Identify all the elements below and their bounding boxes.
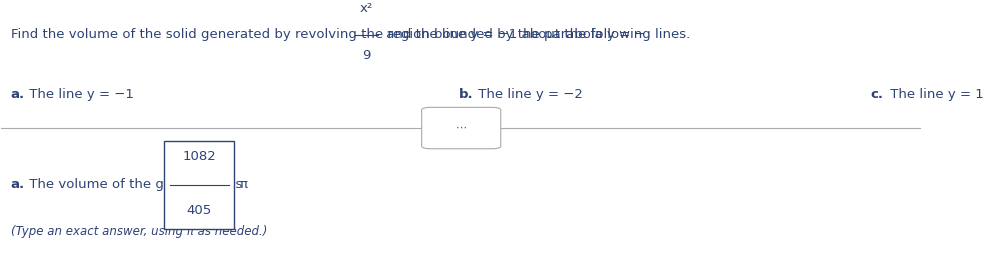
Text: ⋯: ⋯ xyxy=(456,123,467,133)
Text: The volume of the given solid is: The volume of the given solid is xyxy=(26,178,243,191)
Text: π: π xyxy=(240,178,248,191)
Text: 1082: 1082 xyxy=(182,150,216,163)
Text: (Type an exact answer, using π as needed.): (Type an exact answer, using π as needed… xyxy=(11,225,267,238)
Text: c.: c. xyxy=(870,88,883,101)
Text: 9: 9 xyxy=(363,49,371,62)
Text: x²: x² xyxy=(360,2,374,16)
FancyBboxPatch shape xyxy=(165,141,234,229)
Text: a.: a. xyxy=(11,178,25,191)
Text: and the line y = −1 about the following lines.: and the line y = −1 about the following … xyxy=(383,28,691,41)
FancyBboxPatch shape xyxy=(422,107,500,149)
Text: The line y = −2: The line y = −2 xyxy=(474,88,583,101)
Text: 405: 405 xyxy=(186,204,212,217)
Text: The line y = −1: The line y = −1 xyxy=(26,88,134,101)
Text: a.: a. xyxy=(11,88,25,101)
Text: The line y = 1: The line y = 1 xyxy=(886,88,984,101)
Text: b.: b. xyxy=(459,88,473,101)
Text: Find the volume of the solid generated by revolving the region bounded by the pa: Find the volume of the solid generated b… xyxy=(11,28,645,41)
